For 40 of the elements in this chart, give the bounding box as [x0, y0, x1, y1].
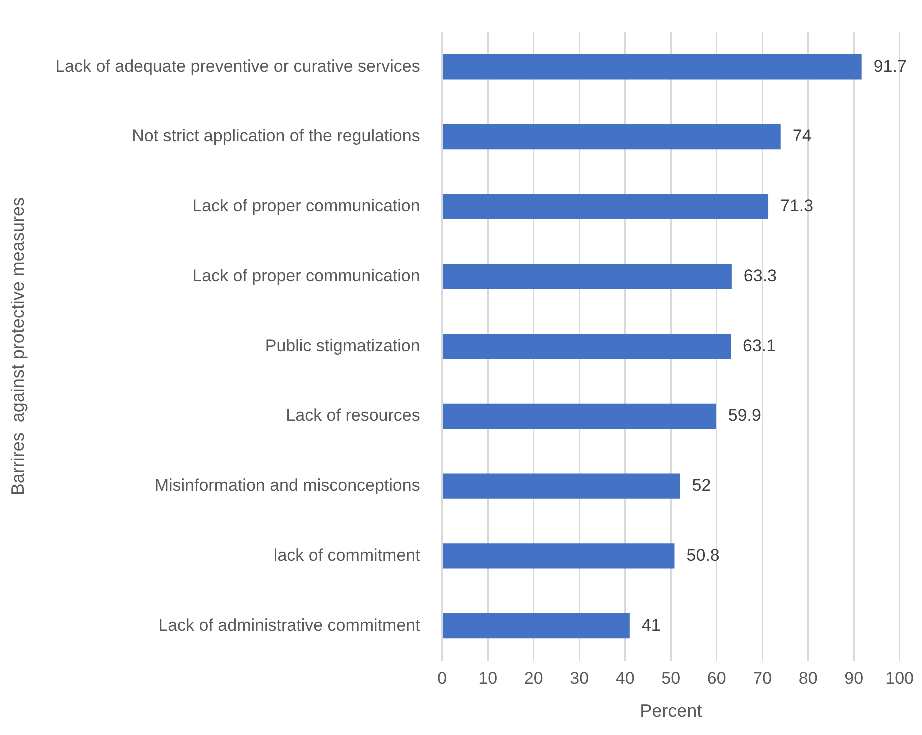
bar: [443, 474, 680, 499]
y-tick-label: Lack of resources: [286, 406, 420, 426]
y-tick-label: Lack of proper communication: [192, 266, 420, 286]
x-tick-label: 30: [570, 668, 590, 688]
x-tick-label: 90: [844, 668, 864, 688]
y-tick-label: Lack of proper communication: [192, 196, 420, 216]
x-tick-label: 0: [438, 668, 448, 688]
data-label: 63.1: [743, 336, 776, 356]
x-tick-label: 100: [886, 668, 914, 688]
data-label: 52: [692, 476, 712, 496]
data-label: 59.9: [728, 406, 762, 426]
y-tick-label: Misinformation and misconceptions: [154, 476, 420, 496]
y-axis-title: Barrires against protective measures: [8, 198, 28, 496]
data-label: 91.7: [874, 56, 907, 76]
data-label: 74: [792, 126, 812, 146]
data-label: 63.3: [744, 266, 778, 286]
x-tick-label: 10: [478, 668, 498, 688]
data-label: 50.8: [686, 546, 720, 565]
x-tick-label: 40: [616, 668, 635, 688]
x-tick-label: 60: [707, 668, 726, 688]
bar: [443, 613, 630, 639]
bar: [443, 54, 862, 80]
bar: [443, 544, 675, 569]
bar: [443, 404, 716, 430]
x-tick-label: 20: [524, 668, 544, 688]
data-label: 71.3: [780, 196, 814, 216]
y-tick-label: lack of commitment: [274, 546, 421, 565]
y-tick-label: Lack of administrative commitment: [158, 616, 421, 635]
bar: [443, 334, 732, 360]
x-tick-label: 50: [662, 668, 681, 688]
x-axis-title: Percent: [640, 701, 702, 722]
x-tick-label: 80: [798, 668, 818, 688]
data-label: 41: [642, 616, 661, 635]
y-tick-label: Lack of adequate preventive or curative services: [56, 56, 420, 76]
bar: [443, 264, 732, 290]
bar: [443, 124, 781, 150]
y-tick-label: Public stigmatization: [265, 336, 420, 356]
x-tick-label: 70: [753, 668, 772, 688]
y-tick-label: Not strict application of the regulations: [132, 126, 420, 146]
bar: [443, 194, 769, 220]
